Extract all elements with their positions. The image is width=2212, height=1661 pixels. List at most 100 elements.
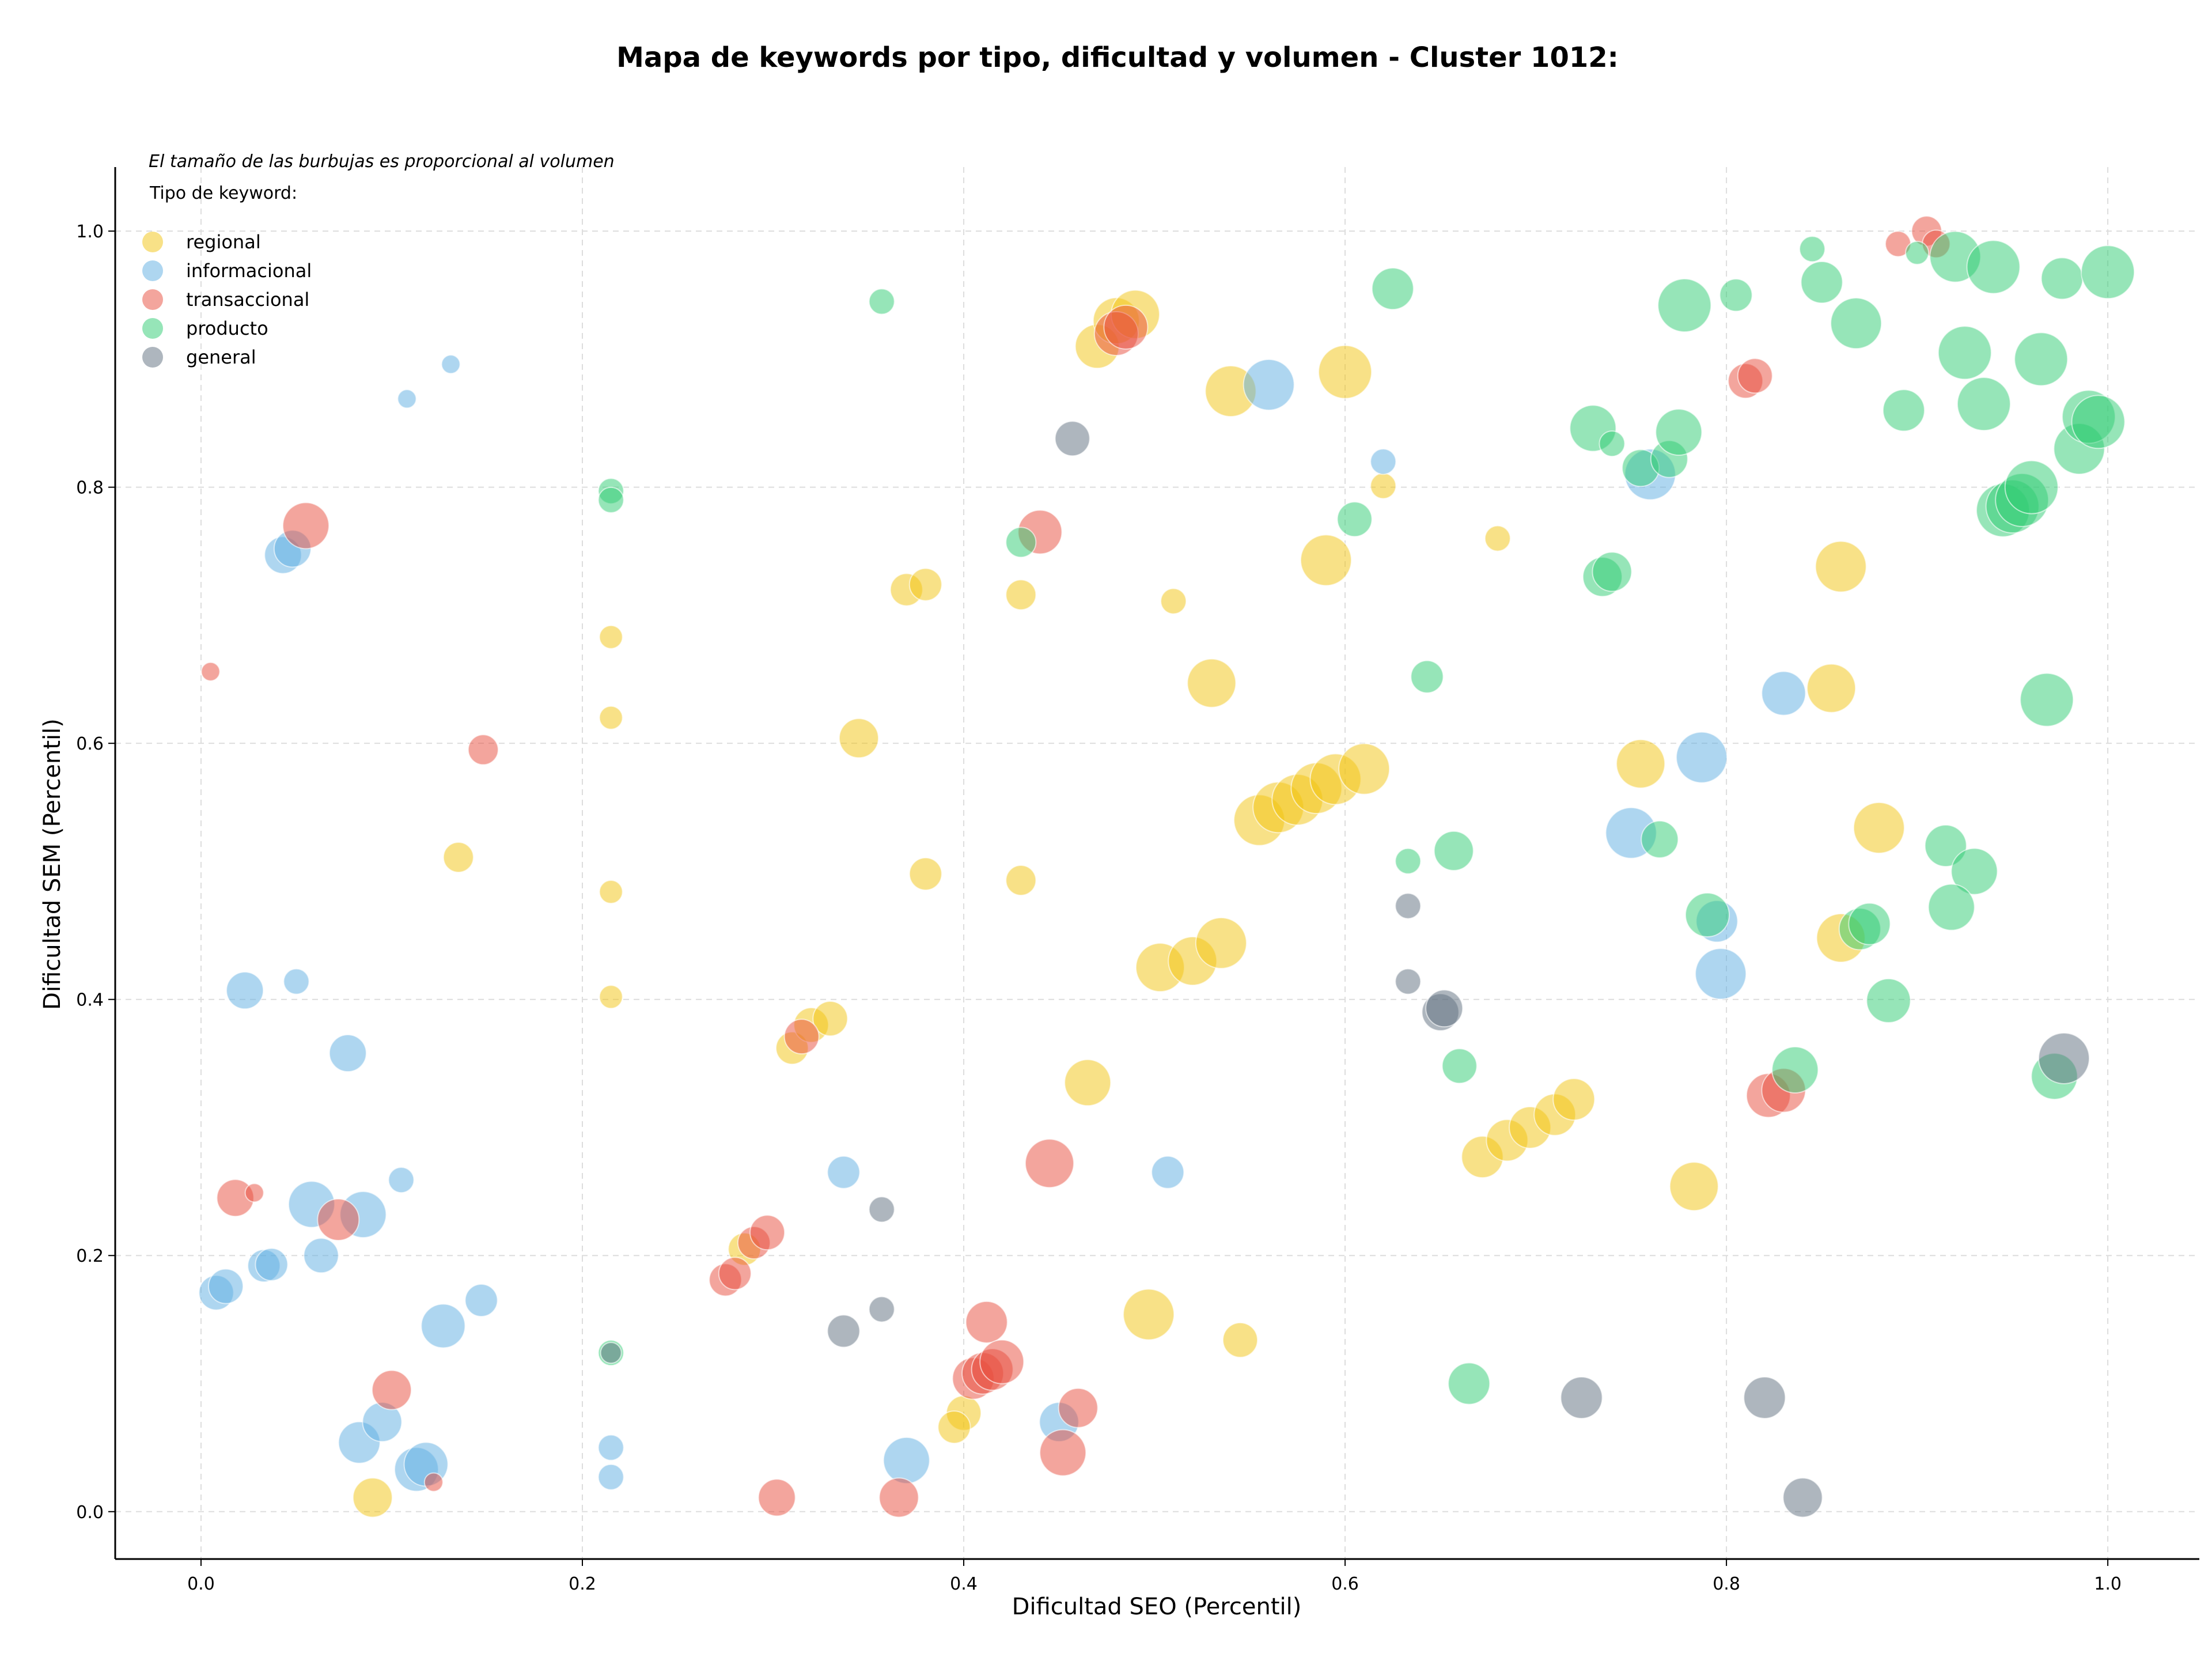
bubble-regional — [599, 985, 623, 1009]
bubble-transaccional — [1103, 304, 1149, 350]
series-general — [600, 421, 2090, 1518]
bubble-regional — [1484, 525, 1511, 552]
bubble-producto — [1966, 240, 2021, 294]
bubble-producto — [1005, 527, 1037, 558]
bubble-producto — [1657, 278, 1712, 333]
legend-label: general — [186, 346, 256, 368]
bubble-general — [600, 1342, 622, 1364]
bubble-general — [1743, 1376, 1786, 1419]
y-tick-label: 0.6 — [76, 734, 104, 754]
x-tick-label: 0.6 — [1331, 1574, 1359, 1594]
legend: El tamaño de las burbujas es proporciona… — [142, 152, 615, 368]
bubble-producto — [1848, 902, 1891, 945]
bubble-informacional — [597, 1434, 624, 1461]
bubble-informacional — [207, 1268, 244, 1304]
series-producto — [597, 230, 2135, 1405]
bubble-transaccional — [718, 1257, 752, 1291]
bubble-regional — [599, 880, 623, 905]
y-tick-label: 0.8 — [76, 478, 104, 498]
bubble-general — [1395, 968, 1422, 995]
legend-label: producto — [186, 317, 268, 339]
bubble-general — [1395, 892, 1422, 920]
bubble-transaccional — [1737, 358, 1773, 394]
bubble-regional — [1005, 865, 1037, 896]
bubble-transaccional — [979, 1339, 1025, 1384]
legend-title: Tipo de keyword: — [149, 183, 297, 203]
bubble-regional — [812, 1001, 849, 1037]
bubble-regional — [1195, 917, 1247, 969]
bubble-producto — [1336, 501, 1373, 538]
bubble-producto — [1719, 278, 1753, 312]
bubble-producto — [1641, 820, 1679, 858]
bubble-regional — [1669, 1161, 1719, 1212]
bubble-transaccional — [1058, 1387, 1099, 1428]
bubble-informacional — [421, 1303, 466, 1349]
legend-marker — [142, 347, 163, 368]
bubble-producto — [1441, 1048, 1478, 1084]
bubble-transaccional — [467, 734, 499, 766]
bubble-producto — [1937, 326, 1992, 380]
bubble-general — [1782, 1477, 1823, 1518]
bubble-producto — [1927, 883, 1975, 931]
bubble-informacional — [397, 389, 417, 409]
bubble-informacional — [303, 1238, 339, 1274]
bubble-regional — [1815, 540, 1867, 593]
bubble-informacional — [1243, 358, 1295, 411]
y-tick-label: 1.0 — [76, 222, 104, 242]
bubble-informacional — [827, 1155, 861, 1189]
bubble-transaccional — [878, 1477, 919, 1518]
bubble-regional — [1005, 579, 1037, 611]
bubbles — [198, 215, 2135, 1518]
bubble-informacional — [441, 354, 461, 374]
bubble-regional — [838, 718, 879, 759]
bubble-transaccional — [783, 1019, 820, 1055]
bubble-informacional — [283, 968, 310, 995]
bubble-regional — [937, 1410, 971, 1444]
bubble-producto — [1371, 267, 1414, 311]
legend-label: regional — [186, 231, 261, 253]
legend-marker — [142, 232, 163, 252]
series-regional — [352, 289, 1905, 1518]
bubble-size-note: El tamaño de las burbujas es proporciona… — [149, 152, 615, 172]
bubble-informacional — [1370, 448, 1397, 475]
chart-title: Mapa de keywords por tipo, dificultad y … — [616, 41, 1619, 74]
bubble-general — [1425, 989, 1464, 1028]
bubble-producto — [1950, 847, 1998, 895]
bubble-producto — [1592, 551, 1633, 592]
bubble-producto — [1924, 824, 1967, 867]
ticks: 0.0 0.2 0.4 0.6 0.8 1.0 0.0 0.2 0.4 0.6 0.8 1.0 — [76, 222, 2122, 1594]
bubble-transaccional — [1024, 1138, 1074, 1189]
bubble-producto — [2071, 395, 2126, 449]
bubble-general — [2037, 1032, 2090, 1084]
bubble-producto — [2004, 460, 2059, 514]
bubble-transaccional — [1039, 1429, 1087, 1477]
bubble-regional — [1123, 1288, 1175, 1341]
bubble-producto — [2014, 332, 2069, 387]
bubble-informacional — [882, 1436, 930, 1484]
bubble-producto — [1448, 1362, 1491, 1405]
x-tick-label: 0.0 — [187, 1574, 215, 1594]
bubble-regional — [1338, 743, 1391, 795]
bubble-producto — [1866, 978, 1911, 1023]
bubble-regional — [1064, 1059, 1112, 1107]
bubble-regional — [1370, 472, 1397, 500]
bubble-producto — [1410, 660, 1444, 694]
bubble-informacional — [1695, 948, 1747, 1000]
bubble-producto — [597, 486, 624, 513]
grid — [115, 167, 2199, 1559]
legend-marker — [142, 260, 163, 281]
legend-item-producto: producto — [142, 317, 268, 339]
bubble-producto — [1395, 847, 1422, 875]
bubble-producto — [1655, 408, 1703, 456]
bubble-informacional — [328, 1034, 367, 1073]
bubble-producto — [2020, 672, 2074, 727]
bubble-regional — [1853, 801, 1905, 854]
bubble-transaccional — [244, 1183, 264, 1203]
bubble-producto — [1830, 297, 1883, 350]
legend-label: informacional — [186, 260, 312, 282]
bubble-regional — [1552, 1078, 1596, 1121]
bubble-general — [827, 1314, 861, 1348]
bubble-producto — [1771, 1046, 1819, 1094]
bubble-informacional — [1151, 1155, 1185, 1189]
